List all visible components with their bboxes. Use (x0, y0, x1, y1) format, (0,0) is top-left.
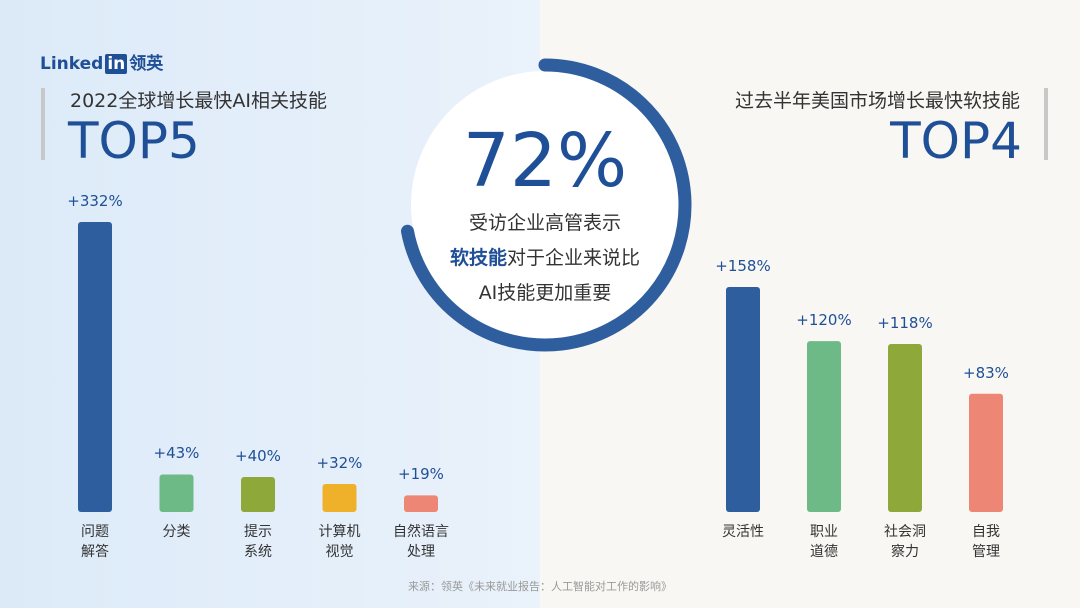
x-tick-label: 自我 管理 (972, 524, 1000, 560)
value-label: +83% (963, 363, 1009, 382)
value-label: +19% (398, 465, 444, 484)
value-label: +40% (235, 447, 281, 466)
bar (322, 484, 357, 512)
bar (159, 474, 194, 512)
x-tick-label: 职业 道德 (810, 524, 838, 560)
logo-cn: 领英 (129, 54, 164, 74)
ring-text-part: 对于企业来说比 (507, 247, 641, 269)
value-label: +32% (316, 454, 363, 473)
x-tick-label: 社会洞 察力 (884, 524, 926, 560)
ring-text: 软技能对于企业来说比 (415, 243, 675, 270)
x-tick-label: 分类 (162, 524, 191, 540)
x-tick-label: 问题 解答 (81, 524, 109, 560)
chart-subtitle: TOP4 (890, 112, 1022, 170)
title-bar (41, 88, 45, 160)
ring-arc (400, 58, 692, 352)
chart-title: 2022全球增长最快AI相关技能 (70, 90, 327, 112)
value-label: +120% (796, 311, 852, 330)
value-label: +332% (67, 192, 123, 210)
bar (78, 222, 112, 512)
value-label: +118% (877, 313, 933, 332)
x-tick-label: 计算机 视觉 (318, 524, 361, 560)
bar (404, 495, 438, 512)
logo: Linked in 领英 (40, 29, 163, 74)
source: 来源：领英《未来就业报告：人工智能对工作的影响》 (408, 580, 672, 593)
x-tick-label: 提示 系统 (244, 524, 272, 560)
title-bar (1044, 88, 1048, 160)
chart-title: 过去半年美国市场增长最快软技能 (734, 90, 1020, 112)
highlight: 软技能 (449, 247, 507, 269)
logo-box: in (105, 54, 128, 74)
ring-text: AI技能更加重要 (478, 282, 612, 304)
bar (807, 341, 841, 512)
ring-disc (411, 71, 679, 339)
chart-subtitle: TOP5 (68, 112, 200, 170)
bar (969, 393, 1003, 512)
value-label: +43% (153, 444, 200, 463)
x-tick-label: 灵活性 (722, 524, 764, 540)
bar (726, 287, 760, 512)
bar (888, 343, 922, 512)
x-tick-label: 自然语言 处理 (393, 524, 449, 560)
bar (241, 477, 275, 512)
logo-word: Linked (40, 54, 104, 74)
ring-text: 受访企业高管表示 (468, 212, 621, 234)
ring-value: 72% (462, 118, 628, 204)
value-label: +158% (715, 257, 771, 275)
